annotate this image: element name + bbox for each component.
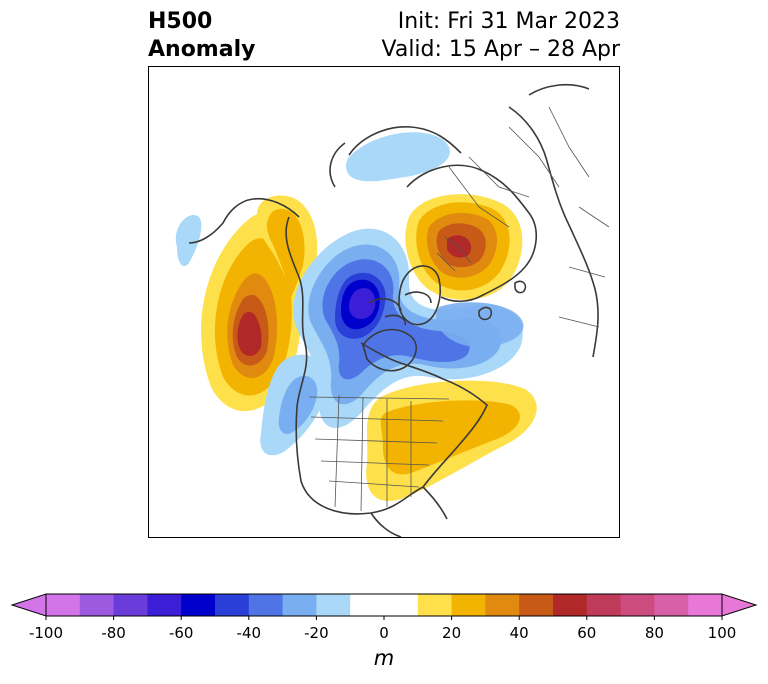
colorbar-extend-high <box>721 593 758 617</box>
colorbar-bin <box>79 594 115 616</box>
colorbar-tick-label: -20 <box>304 624 329 642</box>
colorbar-tick-label: 40 <box>509 624 529 642</box>
colorbar-bin <box>553 594 588 616</box>
init-date: Init: Fri 31 Mar 2023 <box>397 9 620 34</box>
colorbar-tick-label: 20 <box>442 624 462 642</box>
colorbar-bin <box>451 594 486 616</box>
colorbar-tick-label: -40 <box>236 624 262 642</box>
anomaly-atlantic-trough <box>436 302 524 347</box>
colorbar-tick-label: 100 <box>707 624 737 642</box>
colorbar-extend-low <box>10 593 47 617</box>
colorbar-bin <box>46 594 81 616</box>
title-variable: H500 <box>148 9 213 34</box>
colorbar-tick-label: -60 <box>168 624 194 642</box>
colorbar-bin <box>654 594 689 616</box>
valid-range: Valid: 15 Apr – 28 Apr <box>381 37 621 62</box>
colorbar <box>10 593 758 620</box>
colorbar-bin <box>485 594 520 616</box>
colorbar-bin <box>147 594 182 616</box>
colorbar-tick-label: 60 <box>577 624 597 642</box>
anomaly-russia-ridge <box>405 194 523 300</box>
colorbar-bin <box>350 594 419 616</box>
anomaly-eastern-us-ridge <box>366 380 537 502</box>
colorbar-bin <box>282 594 317 616</box>
anomaly-ne-pacific-ridge <box>201 212 303 412</box>
title-field: Anomaly <box>148 37 256 62</box>
colorbar-units: m <box>373 646 395 670</box>
colorbar-tick-label: 80 <box>644 624 664 642</box>
anomaly-map <box>148 66 620 538</box>
colorbar-bin <box>181 594 216 616</box>
colorbar-bin <box>620 594 655 616</box>
anomaly-bering-trough <box>175 215 202 267</box>
map-title: H500 Anomaly <box>148 8 255 64</box>
colorbar-bin <box>215 594 250 616</box>
colorbar-bin <box>688 594 723 616</box>
colorbar-bin <box>586 594 622 616</box>
forecast-dates: Init: Fri 31 Mar 2023 Valid: 15 Apr – 28… <box>382 8 621 64</box>
colorbar-tick-label: -80 <box>101 624 126 642</box>
colorbar-tick-label: -100 <box>28 624 64 642</box>
anomaly-siberia-trough <box>346 132 450 182</box>
country-borders <box>308 106 610 512</box>
map-canvas <box>175 83 610 537</box>
colorbar-bin <box>417 594 453 616</box>
colorbar-bin <box>113 594 148 616</box>
colorbar-bin <box>519 594 554 616</box>
colorbar-bin <box>316 594 351 616</box>
colorbar-tick-label: 0 <box>379 624 389 642</box>
colorbar-bin <box>248 594 284 616</box>
coastlines <box>188 83 599 537</box>
